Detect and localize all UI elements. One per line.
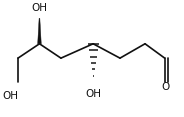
Text: OH: OH <box>3 91 19 101</box>
Polygon shape <box>38 18 41 44</box>
Text: O: O <box>162 82 170 92</box>
Text: OH: OH <box>31 3 47 13</box>
Text: OH: OH <box>85 89 101 99</box>
